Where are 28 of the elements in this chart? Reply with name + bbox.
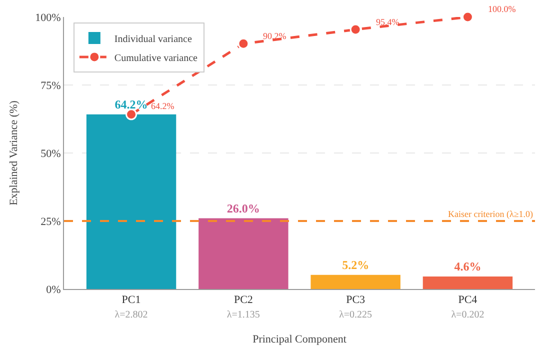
bar <box>310 274 400 289</box>
bar <box>422 276 513 289</box>
legend-label: Cumulative variance <box>114 52 198 64</box>
data-label: 95.4% <box>376 17 400 27</box>
x-tick-label: PC1 λ=2.802 <box>114 294 148 320</box>
data-label: 26.0% <box>226 201 260 216</box>
data-label: 64.2% <box>114 97 148 112</box>
ref-line-label: Kaiser criterion (λ≥1.0) <box>448 209 534 219</box>
y-tick-label: 0% <box>46 284 61 296</box>
bar <box>86 114 176 289</box>
y-tick-label: 100% <box>35 12 61 24</box>
x-axis-title: Principal Component <box>252 334 346 346</box>
y-axis-title: Explained Variance (%) <box>8 100 20 206</box>
data-label: 64.2% <box>151 101 175 111</box>
y-tick-label: 25% <box>40 216 61 228</box>
point <box>350 24 362 36</box>
data-label: 5.2% <box>342 258 370 272</box>
bar <box>198 218 288 289</box>
point <box>238 38 250 50</box>
x-tick-label: PC4 λ=0.202 <box>451 294 484 320</box>
x-tick-label: PC3 λ=0.225 <box>339 294 372 320</box>
legend-label: Individual variance <box>114 34 192 45</box>
y-tick-label: 75% <box>40 80 61 92</box>
data-label: 4.6% <box>454 259 482 274</box>
point <box>126 108 138 120</box>
x-tick-label: PC2 λ=1.135 <box>226 294 260 320</box>
data-label: 100.0% <box>488 4 516 14</box>
y-tick-label: 50% <box>40 148 61 160</box>
